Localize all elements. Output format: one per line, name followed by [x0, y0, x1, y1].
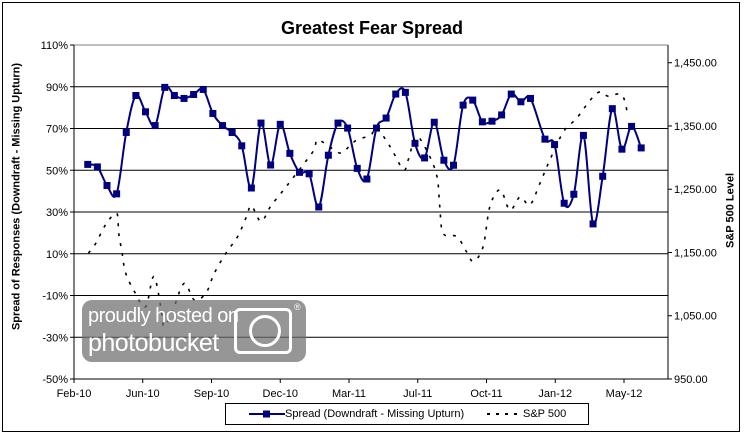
legend-item-spread: Spread (Downdraft - Missing Upturn)	[249, 408, 464, 420]
x-tick-label: Sep-10	[194, 388, 229, 400]
spread-data-point	[392, 90, 400, 98]
spread-data-point	[315, 203, 323, 211]
spread-data-point	[411, 139, 419, 147]
spread-data-point	[286, 149, 294, 157]
spread-data-point	[161, 83, 169, 91]
spread-data-point	[469, 96, 477, 104]
chart-frame	[2, 2, 740, 432]
spread-data-point	[478, 118, 486, 126]
y-tick-label: 10%	[46, 249, 68, 261]
legend-spread-line-icon	[249, 410, 285, 418]
spread-data-point	[324, 151, 332, 159]
x-tick-label: Feb-10	[57, 388, 92, 400]
spread-data-point	[430, 118, 438, 126]
spread-data-point	[238, 142, 246, 150]
spread-data-point	[132, 92, 140, 100]
y2-tick-label: 1,150.00	[674, 247, 717, 259]
spread-data-point	[401, 88, 409, 96]
spread-series-line	[87, 85, 643, 226]
spread-data-point	[608, 105, 616, 113]
spread-data-point	[199, 85, 207, 93]
x-tick-label: Jul-11	[403, 388, 432, 400]
watermark-line2: photobucket	[88, 329, 219, 357]
y2-tick-label: 1,250.00	[674, 184, 717, 196]
spread-data-point	[84, 160, 92, 168]
spread-data-point	[247, 184, 255, 192]
spread-data-point	[498, 111, 506, 119]
spread-data-point	[180, 94, 188, 102]
spread-data-point	[421, 154, 429, 162]
spread-data-point	[382, 114, 390, 122]
y-tick-label: 30%	[46, 207, 68, 219]
spread-data-point	[344, 124, 352, 132]
y-tick-label: 70%	[46, 124, 68, 136]
y-tick-label: -30%	[42, 332, 68, 344]
spread-data-point	[363, 175, 371, 183]
spread-data-point	[551, 141, 559, 149]
spread-data-point	[440, 156, 448, 164]
spread-data-point	[507, 90, 515, 98]
spread-data-point	[276, 120, 284, 128]
spread-data-point	[570, 190, 578, 198]
x-tick-label: Jan-12	[538, 388, 572, 400]
chart-title: Greatest Fear Spread	[280, 18, 464, 38]
spread-data-point	[151, 122, 159, 130]
spread-data-point	[305, 170, 313, 178]
spread-data-point	[628, 122, 636, 130]
y-tick-label: 50%	[46, 165, 68, 177]
y-tick-label: 90%	[46, 82, 68, 94]
spread-data-point	[589, 220, 597, 228]
spread-data-point	[637, 144, 645, 152]
legend: Spread (Downdraft - Missing Upturn) S&P …	[225, 403, 589, 425]
x-tick-label: Dec-10	[263, 388, 298, 400]
y2-tick-label: 950.00	[674, 374, 708, 386]
spread-data-point	[579, 131, 587, 139]
y2-tick-label: 1,050.00	[674, 311, 717, 323]
y2-tick-label: 1,350.00	[674, 121, 717, 133]
legend-spread-label: Spread (Downdraft - Missing Upturn)	[285, 408, 465, 420]
watermark-line1: proudly hosted on	[88, 305, 239, 327]
spread-data-point	[560, 199, 568, 207]
spread-data-point	[517, 98, 525, 106]
spread-data-point	[488, 117, 496, 125]
spread-data-point	[142, 108, 149, 116]
y-tick-label: -10%	[42, 291, 68, 303]
camera-icon	[234, 308, 292, 354]
x-tick-label: May-12	[606, 388, 643, 400]
sp500-series-line	[87, 90, 629, 328]
y-tick-label: 110%	[41, 40, 69, 52]
x-tick-label: Jun-10	[126, 388, 160, 400]
spread-data-point	[228, 128, 236, 136]
spread-data-point	[373, 124, 380, 132]
spread-data-point	[267, 161, 275, 169]
spread-data-point	[334, 119, 342, 127]
spread-data-point	[93, 163, 101, 171]
spread-data-point	[209, 109, 217, 117]
spread-data-point	[103, 181, 111, 189]
y-tick-label: -50%	[42, 374, 68, 386]
x-tick-label: Mar-11	[332, 388, 366, 400]
spread-data-point	[257, 119, 265, 127]
spread-data-point	[170, 92, 178, 100]
spread-data-point	[219, 122, 226, 130]
photobucket-watermark: proudly hosted on photobucket ®	[82, 300, 306, 362]
x-tick-label: Oct-11	[470, 388, 502, 400]
spread-data-point	[353, 164, 361, 172]
y2-tick-label: 1,450.00	[674, 58, 717, 70]
registered-icon: ®	[294, 302, 301, 312]
spread-data-point	[190, 90, 198, 98]
spread-data-point	[618, 145, 626, 153]
spread-data-point	[541, 135, 549, 143]
spread-data-point	[113, 190, 121, 198]
legend-sp500-dash-icon	[487, 413, 523, 415]
legend-sp500-label: S&P 500	[523, 408, 567, 420]
spread-data-point	[450, 161, 457, 169]
spread-data-point	[527, 94, 534, 102]
legend-item-sp500: S&P 500	[487, 408, 566, 420]
spread-data-point	[122, 128, 130, 136]
spread-data-point	[599, 172, 607, 180]
spread-data-point	[459, 101, 467, 109]
spread-data-point	[296, 168, 303, 176]
